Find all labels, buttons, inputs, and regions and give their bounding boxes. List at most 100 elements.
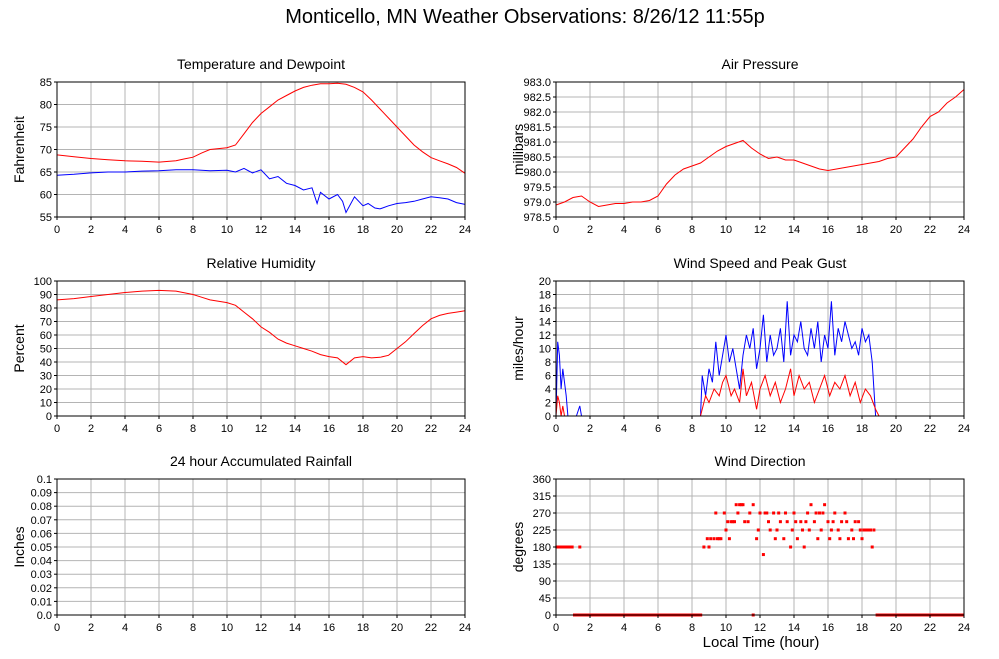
- scatter-point: [731, 520, 735, 524]
- x-tick-label: 10: [221, 423, 233, 435]
- x-tick-label: 18: [856, 423, 868, 435]
- x-tick-label: 12: [255, 423, 267, 435]
- scatter-point: [568, 545, 572, 549]
- scatter-point: [751, 503, 755, 507]
- y-tick-label: 70: [40, 145, 52, 157]
- y-tick-label: 65: [40, 167, 52, 179]
- scatter-point: [801, 528, 804, 532]
- x-tick-label: 4: [122, 622, 128, 634]
- scatter-point: [845, 520, 849, 524]
- scatter-point: [567, 545, 571, 549]
- y-tick-label: 60: [40, 190, 52, 202]
- scatter-point: [843, 511, 847, 515]
- chart-panel-6: 0 2 4 6 8 10 12 14 16 18 20 22 240459013518022527031…: [510, 453, 970, 634]
- scatter-point: [860, 537, 864, 541]
- y-axis-title: degrees: [510, 522, 526, 573]
- y-tick-label: 80: [40, 100, 52, 112]
- x-tick-label: 24: [459, 423, 471, 435]
- x-tick-label: 18: [357, 622, 369, 634]
- y-tick-label: 0.1: [37, 474, 52, 486]
- x-tick-label: 8: [190, 224, 196, 236]
- x-tick-label: 6: [655, 224, 661, 236]
- scatter-point: [717, 537, 721, 541]
- scatter-point: [821, 511, 825, 515]
- y-tick-label: 16: [539, 303, 551, 315]
- scatter-point: [772, 511, 776, 515]
- x-tick-label: 2: [587, 423, 593, 435]
- scatter-point: [765, 511, 769, 515]
- x-tick-label: 12: [255, 224, 267, 236]
- x-tick-label: 20: [890, 423, 902, 435]
- scatter-point: [738, 503, 742, 507]
- x-tick-label: 4: [621, 224, 627, 236]
- x-tick-label: 22: [425, 224, 437, 236]
- scatter-point: [809, 503, 813, 507]
- y-tick-label: 50: [40, 344, 52, 356]
- scatter-point: [794, 520, 798, 524]
- scatter-point: [850, 528, 854, 532]
- y-tick-label: 10: [539, 344, 551, 356]
- y-tick-label: 4: [545, 384, 551, 396]
- x-tick-label: 24: [958, 622, 970, 634]
- y-tick-label: 100: [34, 276, 52, 288]
- y-tick-label: 0.09: [31, 488, 52, 500]
- scatter-point: [734, 503, 738, 507]
- scatter-point: [558, 545, 562, 549]
- scatter-point: [784, 511, 787, 515]
- scatter-point: [565, 545, 569, 549]
- y-tick-label: 0.02: [31, 583, 52, 595]
- y-tick-label: 14: [539, 317, 551, 329]
- scatter-point: [807, 528, 811, 532]
- x-tick-label: 10: [720, 224, 732, 236]
- y-axis-title: Inches: [11, 526, 27, 567]
- x-tick-label: 18: [856, 224, 868, 236]
- scatter-point: [831, 520, 835, 524]
- scatter-point: [872, 528, 876, 532]
- x-tick-label: 22: [425, 622, 437, 634]
- y-tick-label: 0.08: [31, 501, 52, 513]
- x-tick-label: 0: [553, 224, 559, 236]
- x-tick-label: 12: [754, 622, 766, 634]
- x-tick-label: 6: [156, 224, 162, 236]
- x-tick-label: 22: [425, 423, 437, 435]
- scatter-point: [756, 528, 760, 532]
- y-tick-label: 979.5: [523, 182, 551, 194]
- y-tick-label: 0.01: [31, 596, 52, 608]
- scatter-point: [712, 537, 716, 541]
- scatter-point: [724, 528, 728, 532]
- series-line-1: [56, 82, 466, 174]
- y-tick-label: 2: [545, 398, 551, 410]
- scatter-point: [802, 545, 806, 549]
- x-tick-label: 8: [689, 622, 695, 634]
- y-tick-label: 180: [533, 542, 551, 554]
- scatter-point: [852, 537, 855, 541]
- x-tick-label: 16: [822, 224, 834, 236]
- scatter-point: [557, 545, 561, 549]
- scatter-point: [736, 511, 740, 515]
- x-tick-label: 22: [924, 622, 936, 634]
- x-tick-label: 12: [754, 423, 766, 435]
- scatter-point: [755, 537, 759, 541]
- x-tick-label: 22: [924, 423, 936, 435]
- scatter-point: [789, 545, 793, 549]
- x-tick-label: 0: [54, 224, 60, 236]
- scatter-point: [838, 537, 842, 541]
- x-tick-label: 14: [289, 423, 301, 435]
- chart-title: Wind Speed and Peak Gust: [674, 255, 847, 271]
- scatter-point: [865, 528, 869, 532]
- scatter-point: [743, 520, 747, 524]
- y-tick-label: 135: [533, 559, 551, 571]
- x-tick-label: 16: [323, 423, 335, 435]
- y-tick-label: 18: [539, 290, 551, 302]
- y-tick-label: 0.0: [37, 610, 52, 622]
- x-tick-label: 0: [553, 622, 559, 634]
- y-axis-title: Fahrenheit: [11, 116, 27, 183]
- x-tick-label: 10: [720, 423, 732, 435]
- scatter-point: [812, 520, 816, 524]
- scatter-point: [857, 520, 861, 524]
- scatter-point: [777, 511, 781, 515]
- scatter-point: [714, 511, 718, 515]
- scatter-point: [741, 503, 745, 507]
- scatter-point: [799, 520, 803, 524]
- y-tick-label: 0.07: [31, 515, 52, 527]
